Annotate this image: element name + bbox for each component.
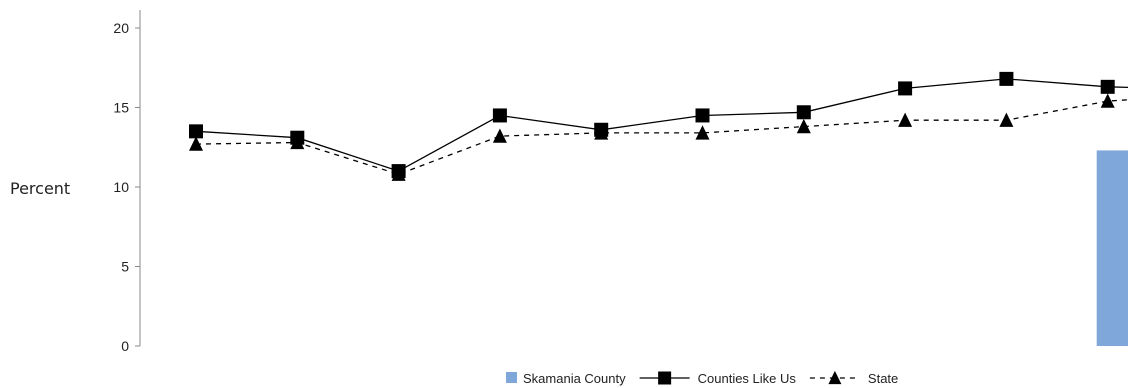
square-marker	[1100, 79, 1115, 94]
triangle-marker	[189, 136, 203, 151]
square-marker	[898, 81, 913, 96]
triangle-marker	[828, 370, 842, 385]
square-marker	[695, 108, 710, 123]
triangle-marker	[1100, 93, 1115, 108]
bar-layer	[1096, 150, 1128, 346]
square-marker	[796, 105, 811, 120]
legend: Skamania County Counties Like Us State	[506, 370, 898, 386]
legend-swatch	[506, 372, 517, 383]
series-line	[195, 99, 1128, 175]
legend-label: State	[868, 371, 898, 386]
legend-label: Skamania County	[523, 371, 626, 386]
y-tick-label: 10	[113, 179, 129, 195]
triangle-marker	[796, 118, 811, 134]
triangle-marker	[391, 166, 406, 181]
y-tick-label: 15	[113, 100, 129, 116]
y-tick-label: 0	[121, 338, 129, 354]
triangle-marker	[695, 125, 710, 140]
legend-label: Counties Like Us	[698, 371, 797, 386]
square-marker	[999, 71, 1014, 86]
triangle-marker	[898, 112, 913, 127]
triangle-marker	[594, 125, 609, 140]
square-marker	[658, 371, 672, 385]
y-tick-label: 5	[121, 259, 129, 275]
triangle-marker	[290, 134, 305, 150]
y-tick-label: 20	[113, 20, 129, 36]
triangle-marker	[492, 128, 507, 143]
y-axis-title: Percent	[10, 179, 70, 198]
series-line	[195, 78, 1128, 172]
bar	[1096, 150, 1128, 346]
square-marker	[189, 124, 203, 139]
triangle-marker	[999, 112, 1014, 127]
y-axis: 0 5 10 15 20	[113, 10, 141, 354]
line-layer	[189, 71, 1128, 181]
square-marker	[492, 108, 507, 123]
